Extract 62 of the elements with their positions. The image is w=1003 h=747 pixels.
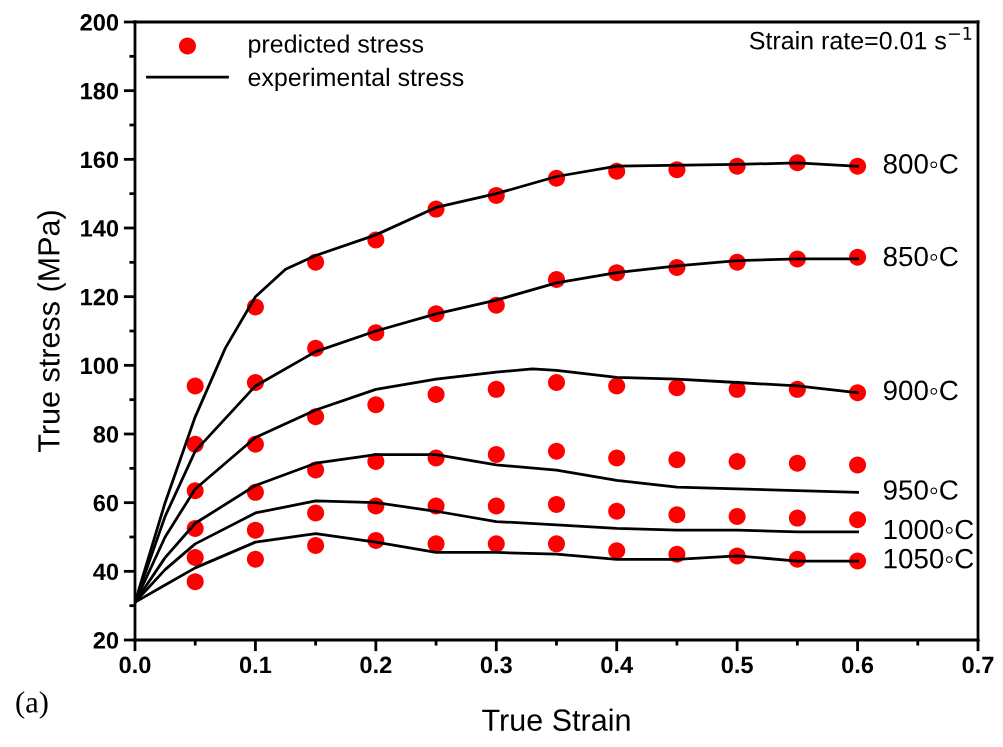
text: (a) — [16, 691, 48, 719]
point — [487, 535, 505, 553]
point — [487, 446, 505, 464]
point — [788, 509, 806, 527]
point — [668, 451, 686, 469]
y-tick-label: 140 — [81, 220, 119, 237]
point — [608, 449, 626, 467]
y-tick-label: 40 — [93, 563, 119, 581]
point — [608, 542, 626, 560]
annotation: 1050◦C — [884, 548, 974, 569]
point — [668, 379, 686, 397]
x-tick-label: 0.2 — [360, 656, 392, 674]
y-tick-label: 200 — [80, 14, 119, 31]
point — [307, 537, 325, 555]
point — [547, 442, 566, 460]
annotation: 900◦C — [883, 380, 958, 401]
point — [728, 507, 746, 525]
point — [608, 377, 626, 395]
point — [427, 535, 445, 553]
legend-label: predicted stress — [249, 34, 424, 58]
y-tick-label: 60 — [93, 494, 119, 512]
point — [307, 504, 325, 522]
y-tick-label: 180 — [81, 82, 119, 100]
x-axis-title: True Strain — [482, 708, 630, 731]
point — [849, 248, 867, 266]
point — [487, 497, 505, 515]
x-tick-label: 0.4 — [601, 656, 633, 674]
point — [547, 495, 566, 513]
point — [246, 550, 264, 568]
y-tick-label: 120 — [81, 288, 119, 306]
x-tick-label: 0.0 — [119, 656, 151, 674]
point — [186, 573, 204, 591]
x-tick-label: 0.6 — [842, 656, 874, 674]
y-tick-label: 100 — [81, 357, 119, 375]
y-tick-label: 160 — [81, 151, 119, 169]
legend-label: experimental stress — [248, 67, 464, 92]
annotation: 850◦C — [883, 246, 958, 267]
x-tick-label: 0.3 — [480, 656, 512, 674]
point — [608, 502, 626, 520]
point — [668, 506, 686, 524]
point — [246, 521, 264, 539]
annotation: 800◦C — [883, 153, 958, 174]
y-tick-label: 20 — [93, 632, 119, 649]
point — [788, 454, 806, 472]
x-tick-label: 0.7 — [962, 656, 994, 674]
y-axis-title: True stress (MPa) — [37, 211, 66, 452]
point — [367, 396, 385, 414]
point — [186, 377, 204, 395]
x-tick-label: 0.1 — [239, 656, 272, 674]
x-tick-label: 0.5 — [721, 656, 753, 674]
point — [427, 386, 445, 404]
y-tick-label: 80 — [93, 426, 119, 443]
annotation: Strain rate=0.01 s$^{−1}$ — [749, 26, 972, 50]
point — [186, 549, 204, 567]
point — [849, 456, 867, 474]
point — [728, 452, 746, 470]
point — [547, 373, 566, 392]
annotation: 1000◦C — [884, 519, 974, 540]
point — [547, 535, 566, 553]
point — [849, 511, 867, 529]
annotation: 950◦C — [883, 480, 958, 500]
point — [487, 380, 505, 398]
